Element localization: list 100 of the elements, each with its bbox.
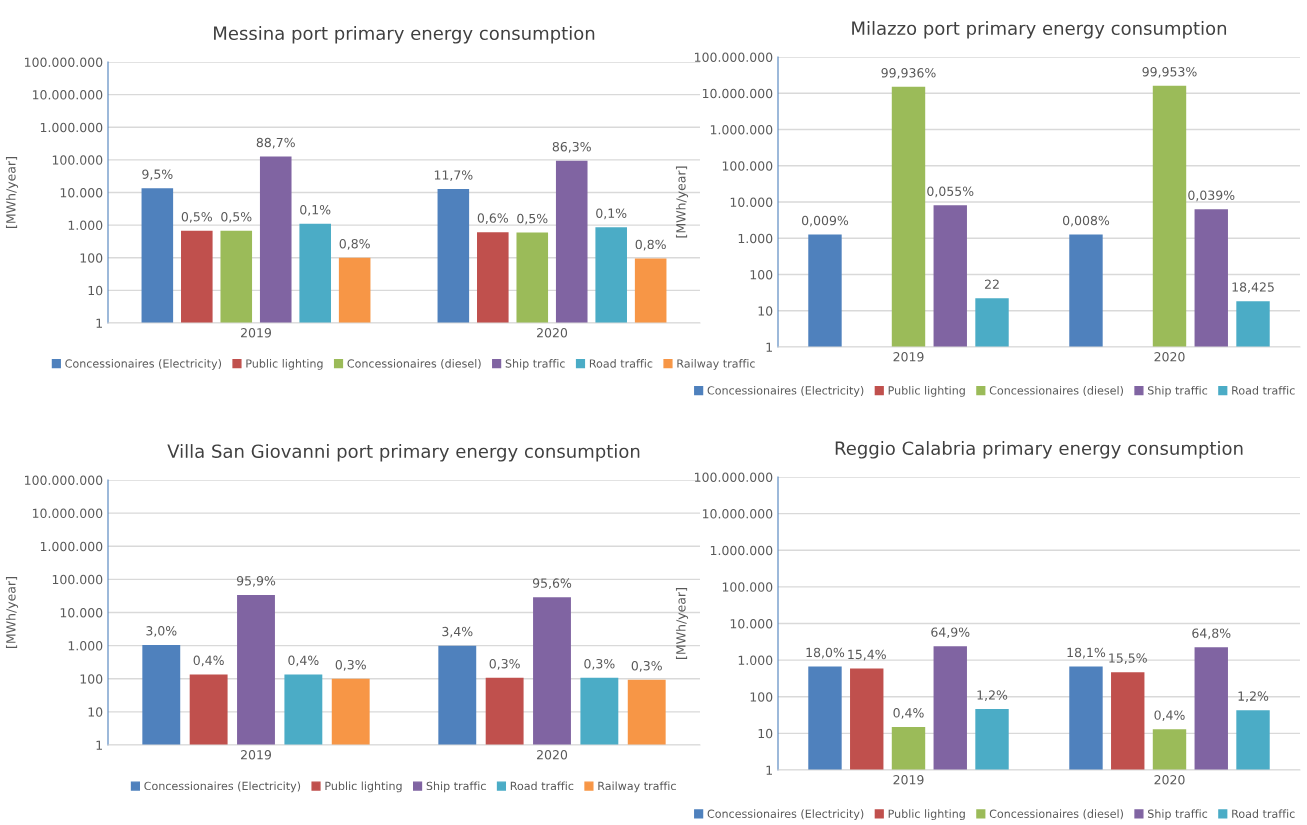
y-tick-label: 100.000 [722, 582, 773, 592]
annotation: 1,2% [977, 690, 1008, 702]
y-tick-label: 100.000 [722, 161, 773, 171]
legend-label: Road traffic [589, 359, 653, 368]
y-axis-title: [MWh/year] [675, 166, 689, 238]
y-tick-label: 10.000 [730, 197, 773, 207]
legend-label: Ship traffic [1148, 386, 1208, 397]
y-tick-label: 10 [88, 285, 103, 296]
y-tick-label: 100 [750, 692, 773, 702]
legend-label: Ship traffic [426, 781, 486, 793]
y-tick-label: 10.000 [60, 187, 103, 198]
legend-label: Railway traffic [598, 781, 676, 793]
y-tick-label: 100.000.000 [24, 57, 103, 67]
annotation: 0,8% [339, 238, 370, 250]
legend-label: Concessionaires (Electricity) [65, 359, 222, 370]
y-tick-label: 10.000 [60, 607, 103, 618]
y-tick-label: 100.000.000 [694, 52, 773, 62]
data-label: 18,425 [1232, 282, 1274, 294]
annotation: 0,5% [517, 213, 548, 225]
y-tick-label: 10.000 [730, 618, 773, 629]
y-tick-label: 10 [758, 306, 773, 316]
annotation: 64,9% [931, 627, 970, 639]
chart-title: Villa San Giovanni port primary energy consumption [167, 444, 640, 462]
y-tick-label: 100 [750, 269, 773, 280]
annotation: 0,6% [477, 213, 508, 225]
y-tick-label: 1.000.000 [40, 122, 103, 133]
annotation: 11,7% [434, 170, 473, 182]
y-tick-label: 1.000.000 [710, 545, 773, 556]
y-tick-label: 10 [758, 728, 773, 739]
annotation: 0,1% [300, 204, 331, 216]
legend-label: Railway traffic [677, 359, 755, 370]
legend-label: Road traffic [1232, 809, 1295, 818]
annotation: 18,1% [1067, 647, 1106, 659]
annotation: 0,1% [596, 208, 627, 220]
annotation: 0,4% [193, 655, 224, 667]
y-axis-title: [MWh/year] [675, 588, 689, 659]
y-tick-label: 10.000.000 [32, 90, 103, 100]
legend-label: Concessionaires (diesel) [989, 386, 1123, 396]
y-tick-label: 1 [96, 318, 102, 328]
y-tick-label: 100 [80, 253, 103, 263]
annotation: 0,5% [181, 211, 212, 223]
annotation: 95,6% [532, 578, 572, 590]
annotation: 95,9% [236, 576, 276, 587]
data-label: 22 [984, 279, 999, 289]
y-tick-label: 1 [766, 342, 772, 352]
annotation: 0,055% [927, 186, 974, 198]
legend-label: Ship traffic [505, 359, 565, 370]
annotation: 0,5% [221, 211, 252, 223]
legend-label: Concessionaires (diesel) [347, 359, 481, 370]
y-tick-label: 1.000 [738, 233, 773, 244]
annotation: 1,2% [1238, 691, 1269, 703]
annotation: 15,4% [848, 649, 886, 661]
annotation: 99,953% [1142, 67, 1197, 78]
y-tick-label: 100.000 [52, 574, 103, 585]
y-tick-label: 1.000 [68, 641, 103, 651]
annotation: 0,3% [335, 659, 366, 671]
annotation: 0,009% [801, 215, 849, 227]
legend-label: Ship traffic [1148, 809, 1208, 821]
y-axis-title: [MWh/year] [5, 577, 19, 648]
y-tick-label: 1.000 [68, 220, 103, 231]
legend-label: Concessionaires (Electricity) [707, 386, 864, 397]
y-axis-title: [MWh/year] [5, 157, 19, 228]
y-tick-label: 100.000.000 [24, 475, 103, 485]
legend-label: Concessionaires (Electricity) [707, 809, 864, 821]
annotation: 15,5% [1109, 653, 1147, 665]
x-tick-label: 2020 [1154, 775, 1185, 785]
annotation: 0,4% [893, 708, 924, 719]
annotation: 3,4% [442, 626, 473, 638]
legend-label: Public lighting [325, 781, 402, 793]
y-tick-label: 1 [96, 740, 102, 750]
chart-title: Milazzo port primary energy consumption [852, 21, 1227, 39]
x-tick-label: 2019 [893, 352, 924, 362]
annotation: 0,3% [631, 660, 662, 672]
y-tick-label: 1.000.000 [40, 541, 103, 552]
annotation: 9,5% [142, 169, 173, 181]
x-tick-label: 2020 [537, 328, 568, 338]
y-tick-label: 10.000.000 [702, 88, 773, 99]
y-tick-label: 1.000.000 [710, 124, 773, 135]
annotation: 88,7% [256, 137, 295, 149]
x-tick-label: 2019 [241, 750, 272, 760]
annotation: 3,0% [146, 626, 177, 637]
legend-label: Public lighting [246, 359, 323, 370]
annotation: 99,936% [881, 68, 936, 79]
legend-label: Road traffic [1232, 386, 1295, 395]
y-tick-label: 10 [88, 707, 103, 717]
x-tick-label: 2019 [893, 775, 924, 785]
legend-label: Road traffic [510, 781, 574, 791]
annotation: 0,8% [635, 239, 666, 251]
x-tick-label: 2020 [1154, 352, 1185, 362]
annotation: 0,3% [584, 658, 615, 670]
y-tick-label: 100 [80, 674, 103, 684]
annotation: 0,3% [489, 658, 520, 670]
legend-label: Public lighting [888, 386, 965, 397]
y-tick-label: 10.000.000 [32, 508, 103, 519]
legend-label: Concessionaires (diesel) [989, 809, 1123, 820]
y-tick-label: 1 [766, 765, 772, 775]
y-tick-label: 100.000 [52, 155, 103, 165]
legend-label: Concessionaires (Electricity) [144, 781, 301, 793]
chart-title: Messina port primary energy consumption [214, 26, 595, 44]
annotation: 64,8% [1192, 628, 1231, 640]
